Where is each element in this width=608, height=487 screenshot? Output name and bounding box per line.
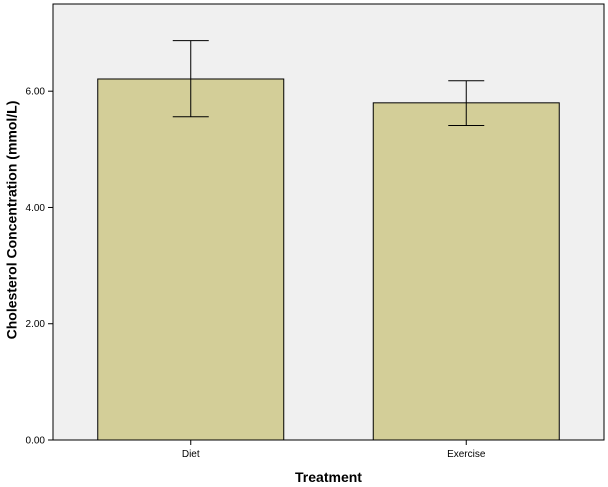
x-axis-title: Treatment	[295, 469, 362, 485]
error-bars-layer	[172, 40, 485, 126]
x-tick-label-diet: Diet	[182, 449, 200, 460]
y-tick-label: 0.00	[26, 436, 46, 447]
bar-exercise	[372, 102, 560, 441]
bar-diet	[97, 78, 285, 441]
x-axis: Diet Exercise	[182, 440, 486, 460]
y-axis-title: Cholesterol Concentration (mmol/L)	[4, 101, 20, 340]
y-tick-label: 2.00	[26, 319, 46, 330]
y-axis: 0.00 2.00 4.00 6.00	[26, 87, 53, 447]
y-tick-label: 4.00	[26, 203, 46, 214]
y-tick-label: 6.00	[26, 87, 46, 98]
x-tick-label-exercise: Exercise	[447, 449, 486, 460]
